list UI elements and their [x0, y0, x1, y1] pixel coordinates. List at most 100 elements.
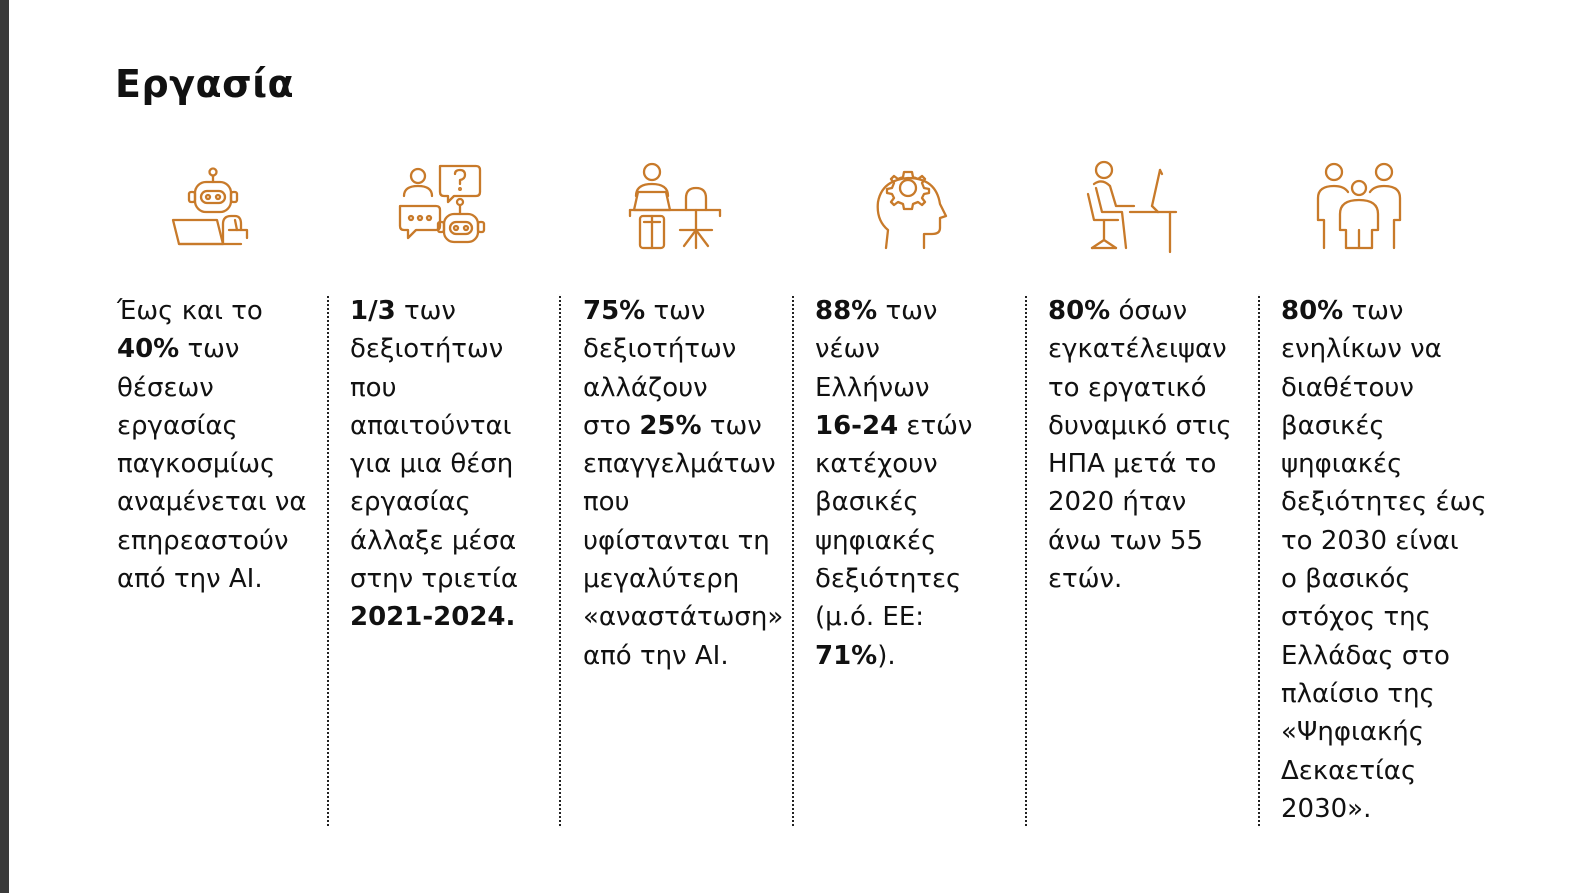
stat-line: 80% όσων: [1048, 292, 1258, 330]
stat-text: στην τριετία: [350, 564, 518, 595]
stat-line: βασικές: [815, 483, 1025, 521]
stat-text: ψηφιακές: [1281, 449, 1403, 480]
stat-text: διαθέτουν: [1281, 372, 1414, 403]
stat-line: μεγαλύτερη: [583, 560, 793, 598]
stat-text: «Ψηφιακής: [1281, 717, 1424, 748]
stat-text: ο βασικός: [1281, 564, 1411, 595]
stat-highlight: 16-24: [815, 410, 899, 441]
stat-line: δεξιοτήτων: [583, 330, 793, 368]
stat-line: ΗΠΑ μετά το: [1048, 445, 1258, 483]
stat-text: 2030».: [1281, 793, 1372, 824]
stat-line: Έως και το: [117, 292, 327, 330]
stat-text: επηρεαστούν: [117, 525, 289, 556]
stat-line: από την AI.: [117, 560, 327, 598]
stat-text: Ελλήνων: [815, 372, 930, 403]
stat-line: 2030».: [1281, 790, 1491, 828]
stat-line: στόχος της: [1281, 598, 1491, 636]
stat-line: επαγγελμάτων: [583, 445, 793, 483]
stat-column-4: 88% των νέων Ελλήνων 16-24 ετών κατέχουν βασι…: [815, 292, 1025, 675]
stat-text: επαγγελμάτων: [583, 449, 776, 480]
stat-text: των: [395, 296, 456, 326]
stat-line: 71%).: [815, 637, 1025, 675]
column-divider: [559, 296, 561, 826]
stat-line: εγκατέλειψαν: [1048, 330, 1258, 368]
stat-line: «Ψηφιακής: [1281, 713, 1491, 751]
stat-highlight: 75%: [583, 296, 646, 326]
column-divider: [1258, 296, 1260, 826]
stat-line: ετών.: [1048, 560, 1258, 598]
family-group-icon: [1310, 158, 1410, 258]
stat-highlight: 80%: [1048, 296, 1111, 326]
stat-line: παγκοσμίως: [117, 445, 327, 483]
stat-text: το 2030 είναι: [1281, 525, 1459, 556]
stat-text: στο: [583, 410, 640, 441]
stat-text: άλλαξε μέσα: [350, 525, 517, 556]
stat-line: στο 25% των: [583, 407, 793, 445]
stat-line: το 2030 είναι: [1281, 522, 1491, 560]
stat-text: κατέχουν: [815, 449, 938, 480]
stat-line: από την AI.: [583, 637, 793, 675]
stat-text: από την AI.: [583, 640, 729, 671]
people-robot-chat-icon: [392, 158, 492, 258]
stat-line: ψηφιακές: [815, 522, 1025, 560]
stat-highlight: 1/3: [350, 296, 396, 326]
stat-line: για μια θέση: [350, 445, 560, 483]
stat-line: δεξιότητες: [815, 560, 1025, 598]
stat-text: δεξιοτήτων: [583, 334, 737, 365]
stat-line: αλλάζουν: [583, 369, 793, 407]
stat-line: αναμένεται να: [117, 483, 327, 521]
stat-text: δεξιότητες έως: [1281, 487, 1487, 518]
stat-text: πλαίσιο της: [1281, 678, 1435, 709]
stat-text: δυναμικό στις: [1048, 410, 1232, 441]
stat-text: όσων: [1110, 296, 1188, 326]
stat-text: που: [350, 372, 397, 403]
stat-column-2: 1/3 των δεξιοτήτων που απαιτούνται για μια θ…: [350, 292, 560, 637]
stat-column-6: 80% των ενηλίκων να διαθέτουν βασικές ψηφιακ…: [1281, 292, 1491, 828]
stat-text: των: [179, 334, 240, 365]
column-divider: [327, 296, 329, 826]
stat-text: ετών.: [1048, 564, 1123, 595]
stat-text: Δεκαετίας: [1281, 755, 1417, 786]
stat-text: αλλάζουν: [583, 372, 708, 403]
stat-line: (μ.ό. ΕΕ:: [815, 598, 1025, 636]
stat-text: από την AI.: [117, 564, 263, 595]
stat-line: που: [583, 483, 793, 521]
stat-text: που: [583, 487, 630, 518]
stat-line: 88% των: [815, 292, 1025, 330]
stat-line: «αναστάτωση»: [583, 598, 793, 636]
stat-text: στόχος της: [1281, 602, 1431, 633]
window-edge: [0, 0, 9, 893]
stat-text: 2020 ήταν: [1048, 487, 1187, 518]
stat-highlight: 80%: [1281, 296, 1344, 326]
stat-line: 80% των: [1281, 292, 1491, 330]
stat-line: εργασίας: [117, 407, 327, 445]
stat-text: το εργατικό: [1048, 372, 1207, 403]
stat-line: 75% των: [583, 292, 793, 330]
stat-text: εργασίας: [117, 410, 238, 441]
stat-text: για μια θέση: [350, 449, 514, 480]
stat-text: απαιτούνται: [350, 410, 512, 441]
stat-line: εργασίας: [350, 483, 560, 521]
stat-text: των: [1343, 296, 1404, 326]
person-at-computer-icon: [1080, 158, 1180, 258]
stat-line: κατέχουν: [815, 445, 1025, 483]
stat-text: δεξιότητες: [815, 564, 962, 595]
head-gear-icon: [858, 158, 958, 258]
column-divider: [1025, 296, 1027, 826]
stat-line: Δεκαετίας: [1281, 752, 1491, 790]
stat-line: 16-24 ετών: [815, 407, 1025, 445]
person-at-desk-icon: [624, 158, 724, 258]
stat-text: μεγαλύτερη: [583, 564, 740, 595]
stat-text: των: [645, 296, 706, 326]
stat-line: δυναμικό στις: [1048, 407, 1258, 445]
stat-text: δεξιοτήτων: [350, 334, 504, 365]
stat-highlight: 2021-2024.: [350, 602, 516, 633]
stat-line: επηρεαστούν: [117, 522, 327, 560]
stat-column-1: Έως και το 40% των θέσεων εργασίας παγκοσμίω…: [117, 292, 327, 598]
stat-line: ο βασικός: [1281, 560, 1491, 598]
stat-line: νέων: [815, 330, 1025, 368]
stat-text: των: [877, 296, 938, 326]
stat-text: ετών: [898, 410, 973, 441]
stat-text: (μ.ό. ΕΕ:: [815, 602, 925, 633]
stat-line: θέσεων: [117, 369, 327, 407]
